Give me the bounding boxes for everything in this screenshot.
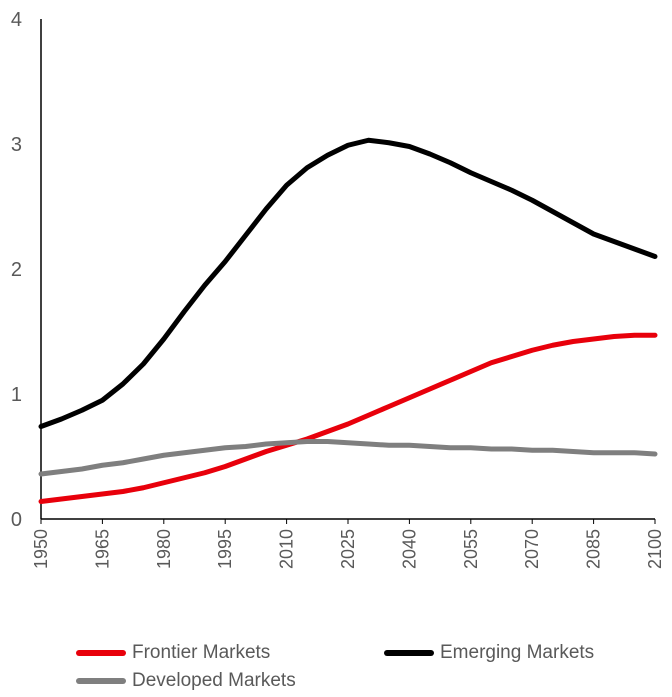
x-axis-ticks: 1950 1965 1980 1995 2010 2025 2040 2055 2070 2085…	[31, 519, 665, 569]
series-line-frontier-markets	[38, 332, 658, 504]
x-tick-label: 2085	[584, 529, 604, 569]
x-tick-label: 1950	[31, 529, 51, 569]
series-lines	[38, 137, 658, 504]
x-tick-label: 1980	[154, 529, 174, 569]
y-tick-label: 1	[11, 384, 22, 406]
legend: Frontier Markets Emerging Markets Develo…	[0, 636, 672, 696]
x-tick-label: 2070	[522, 529, 542, 569]
line-chart: 0 1 2 3 4 1950 1965 1980 1995 2010 2025 2040 2055 20…	[11, 9, 665, 569]
x-tick-label: 2025	[338, 529, 358, 569]
legend-item-emerging: Emerging Markets	[384, 642, 594, 664]
legend-label-frontier: Frontier Markets	[132, 642, 271, 663]
legend-item-frontier: Frontier Markets	[76, 642, 270, 664]
x-tick-label: 2055	[461, 529, 481, 569]
legend-swatch-frontier	[76, 650, 126, 656]
x-tick-label: 1995	[215, 529, 235, 569]
legend-label-emerging: Emerging Markets	[440, 642, 595, 663]
x-tick-label: 1965	[92, 529, 112, 569]
y-tick-label: 0	[11, 509, 22, 531]
y-tick-label: 3	[11, 134, 22, 156]
legend-swatch-emerging	[384, 650, 434, 656]
x-tick-label: 2100	[645, 529, 665, 569]
series-line-developed-markets	[38, 439, 658, 477]
y-tick-label: 2	[11, 259, 22, 281]
x-tick-label: 2040	[399, 529, 419, 569]
legend-label-developed: Developed Markets	[132, 670, 296, 691]
y-tick-label: 4	[11, 9, 22, 31]
x-tick-label: 2010	[277, 529, 297, 569]
series-line-emerging-markets	[38, 137, 658, 429]
legend-item-developed: Developed Markets	[76, 670, 296, 692]
legend-swatch-developed	[76, 678, 126, 684]
y-axis-ticks: 0 1 2 3 4	[11, 9, 22, 531]
